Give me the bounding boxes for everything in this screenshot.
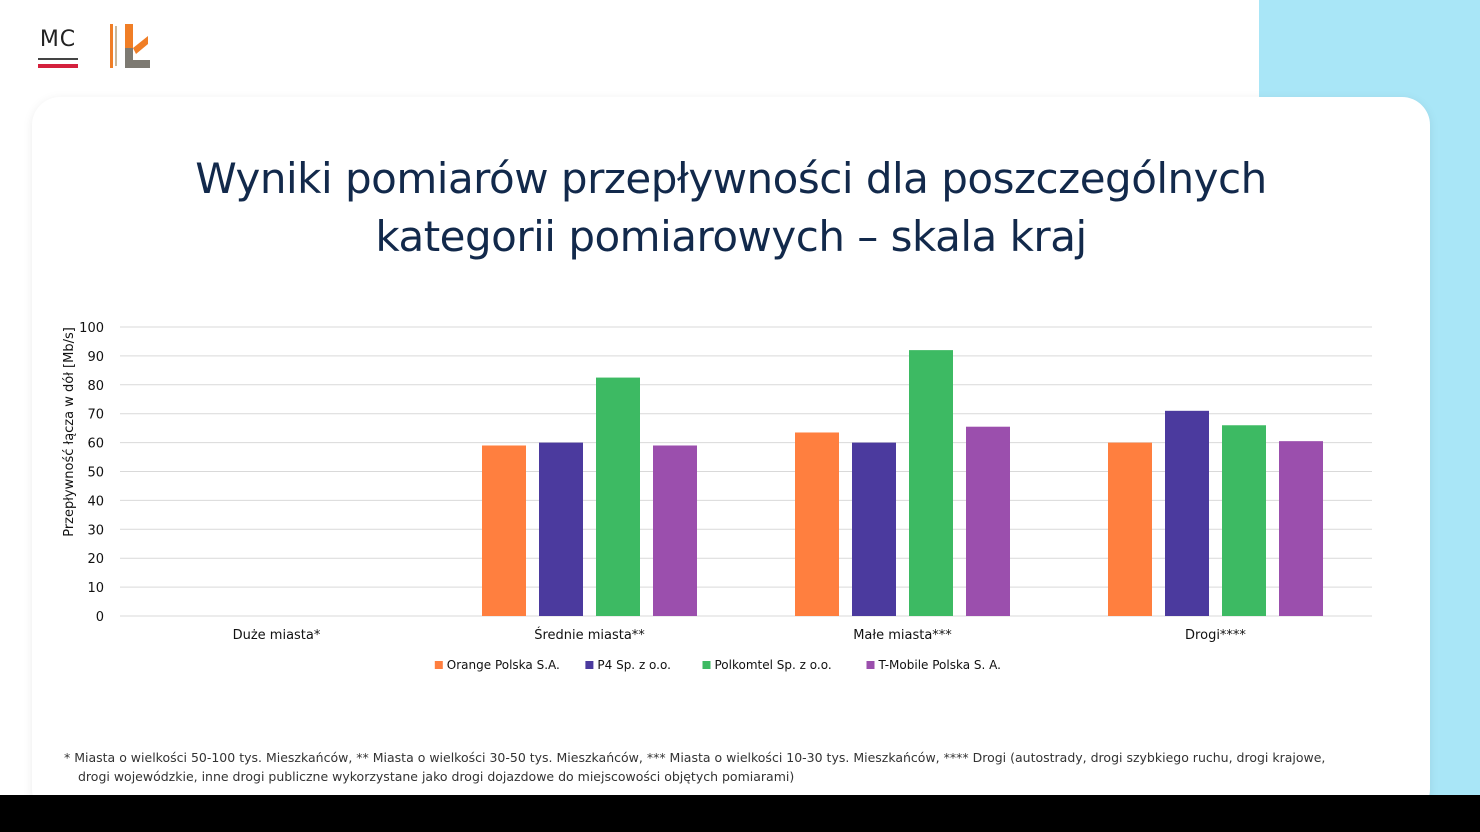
y-tick-label: 50 bbox=[87, 466, 104, 481]
legend-item: P4 Sp. z o.o. bbox=[585, 658, 671, 672]
title-line-1: Wyniki pomiarów przepływności dla poszcz… bbox=[195, 154, 1267, 203]
bar-3-2 bbox=[596, 377, 640, 616]
x-tick-label: Drogi**** bbox=[1185, 628, 1246, 643]
y-tick-label: 90 bbox=[87, 350, 104, 365]
mc-logo: MC bbox=[36, 28, 80, 72]
y-tick-label: 10 bbox=[87, 581, 104, 596]
y-tick-label: 70 bbox=[87, 408, 104, 423]
legend-label: T-Mobile Polska S. A. bbox=[878, 658, 1001, 672]
title-line-2: kategorii pomiarowych – skala kraj bbox=[375, 212, 1087, 261]
bar-3-3 bbox=[909, 350, 953, 616]
instytut-lacznosci-logo bbox=[110, 24, 150, 68]
y-tick-label: 80 bbox=[87, 379, 104, 394]
y-axis-title: Przepływność łącza w dół [Mb/s] bbox=[62, 327, 77, 537]
bar-4-4 bbox=[1279, 441, 1323, 616]
mc-logo-text: MC bbox=[39, 27, 77, 52]
bar-2-4 bbox=[1165, 410, 1209, 616]
legend-label: Polkomtel Sp. z o.o. bbox=[715, 658, 832, 672]
legend-swatch bbox=[585, 661, 594, 669]
legend-item: Polkomtel Sp. z o.o. bbox=[702, 658, 832, 672]
bar-2-3 bbox=[852, 442, 896, 616]
y-tick-label: 60 bbox=[87, 437, 104, 452]
y-axis-ticks: 0 10 20 30 40 50 60 70 80 90 100 bbox=[79, 321, 104, 625]
footnote: * Miasta o wielkości 50-100 tys. Mieszka… bbox=[64, 748, 1424, 786]
legend: Orange Polska S.A. P4 Sp. z o.o. Polkomtel… bbox=[434, 658, 1001, 672]
legend-swatch bbox=[434, 661, 443, 669]
footnote-line-2: drogi wojewódzkie, inne drogi publiczne … bbox=[78, 769, 795, 784]
gridlines bbox=[120, 326, 1372, 617]
bar-1-4 bbox=[1108, 442, 1152, 616]
legend-swatch bbox=[702, 661, 711, 669]
legend-item: Orange Polska S.A. bbox=[434, 658, 560, 672]
bottom-bar bbox=[0, 795, 1480, 832]
bar-3-4 bbox=[1222, 425, 1266, 616]
footnote-line-1: * Miasta o wielkości 50-100 tys. Mieszka… bbox=[64, 750, 1326, 765]
bars bbox=[482, 350, 1323, 616]
legend-item: T-Mobile Polska S. A. bbox=[866, 658, 1001, 672]
bar-4-3 bbox=[966, 426, 1010, 616]
y-tick-label: 0 bbox=[96, 610, 104, 625]
bar-1-3 bbox=[795, 432, 839, 616]
y-tick-label: 100 bbox=[79, 321, 104, 336]
bar-4-2 bbox=[653, 445, 697, 616]
x-tick-label: Małe miasta*** bbox=[853, 628, 952, 643]
slide-title: Wyniki pomiarów przepływności dla poszcz… bbox=[100, 150, 1362, 266]
bar-2-2 bbox=[539, 442, 583, 616]
y-tick-label: 20 bbox=[87, 552, 104, 567]
x-axis-ticks: Duże miasta* Średnie miasta** Małe miasta*… bbox=[233, 627, 1247, 643]
bar-1-2 bbox=[482, 445, 526, 616]
x-tick-label: Duże miasta* bbox=[233, 628, 321, 643]
x-tick-label: Średnie miasta** bbox=[534, 627, 645, 643]
y-tick-label: 30 bbox=[87, 523, 104, 538]
legend-label: P4 Sp. z o.o. bbox=[597, 658, 671, 672]
legend-label: Orange Polska S.A. bbox=[447, 658, 560, 672]
legend-swatch bbox=[866, 661, 875, 669]
y-tick-label: 40 bbox=[87, 494, 104, 509]
